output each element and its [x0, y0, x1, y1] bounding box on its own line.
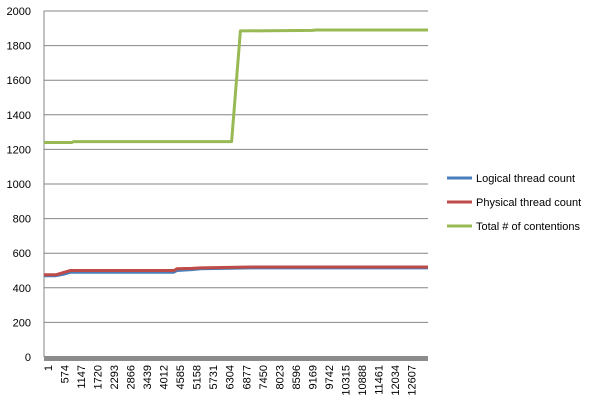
x-tick-label: 8023	[274, 365, 286, 389]
x-tick-label: 9742	[324, 365, 336, 389]
y-tick-label: 2000	[7, 6, 31, 18]
y-tick-label: 1200	[7, 144, 31, 156]
y-tick-label: 1800	[7, 41, 31, 53]
x-axis-line	[44, 356, 428, 361]
x-tick-label: 3439	[142, 365, 154, 389]
x-tick-label: 2866	[126, 365, 138, 389]
series-lines	[44, 28, 428, 278]
y-tick-label: 600	[13, 248, 31, 260]
gridlines	[43, 10, 428, 357]
y-axis-ticks: 0 200 400 600 800 1000 1200 1400 1600 1800 2000	[7, 6, 31, 364]
x-tick-label: 7450	[258, 365, 270, 389]
x-tick-label: 8596	[291, 365, 303, 389]
x-tick-label: 12034	[390, 365, 402, 396]
y-tick-label: 800	[13, 214, 31, 226]
legend-label: Logical thread count	[476, 173, 575, 185]
x-tick-label: 6304	[225, 365, 237, 389]
x-tick-label: 4585	[175, 365, 187, 389]
x-tick-label: 4012	[159, 365, 171, 389]
x-tick-label: 6877	[241, 365, 253, 389]
x-tick-label: 1	[43, 365, 55, 371]
y-tick-label: 1400	[7, 110, 31, 122]
legend-label: Physical thread count	[476, 197, 581, 209]
series-line-2	[44, 265, 428, 277]
x-axis	[44, 356, 428, 361]
x-axis-ticks: 1 574 1147 1720 2293 2866 3439 4012 4585 5158 5731…	[43, 365, 418, 396]
x-tick-label: 1147	[76, 365, 88, 389]
series-line-3	[44, 28, 428, 144]
y-tick-label: 0	[25, 352, 31, 364]
x-tick-label: 10315	[340, 365, 352, 396]
x-tick-label: 2293	[109, 365, 121, 389]
x-tick-label: 12607	[406, 365, 418, 396]
y-tick-label: 200	[13, 317, 31, 329]
legend-label: Total # of contentions	[476, 221, 580, 233]
x-tick-label: 9169	[307, 365, 319, 389]
y-tick-label: 1600	[7, 75, 31, 87]
y-tick-label: 1000	[7, 179, 31, 191]
x-tick-label: 574	[60, 365, 72, 383]
x-tick-label: 10888	[357, 365, 369, 396]
x-tick-label: 5731	[208, 365, 220, 389]
legend: Logical thread count Physical thread coun…	[447, 173, 581, 233]
x-tick-label: 11461	[373, 365, 385, 395]
y-tick-label: 400	[13, 283, 31, 295]
x-tick-label: 1720	[93, 365, 105, 389]
x-tick-label: 5158	[192, 365, 204, 389]
